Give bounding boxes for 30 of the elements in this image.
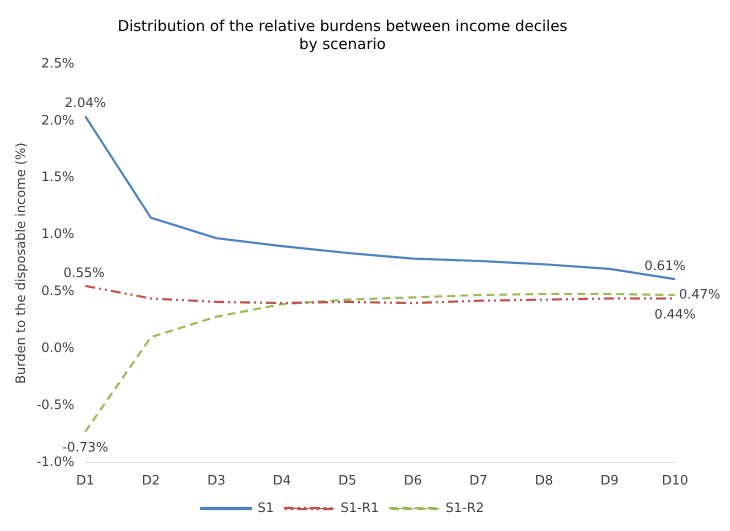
y-tick-label: -1.0%	[36, 454, 74, 470]
data-label: 0.44%	[654, 307, 696, 322]
legend-label: S1	[257, 500, 274, 516]
x-tick-label: D1	[76, 474, 94, 489]
y-tick-label: 2.5%	[41, 56, 74, 72]
legend-label: S1-R2	[446, 500, 484, 516]
x-tick-label: D6	[404, 474, 422, 489]
y-tick-label: 2.0%	[41, 113, 74, 128]
y-tick-label: 1.0%	[41, 227, 74, 242]
data-label: 0.55%	[63, 266, 105, 281]
y-tick-label: -0.5%	[36, 398, 74, 413]
x-tick-label: D4	[272, 474, 292, 489]
text: by scenario	[299, 34, 386, 53]
y-axis-title: Burden to the disposable income (%)	[14, 142, 30, 384]
data-label: 0.47%	[679, 287, 720, 302]
x-tick-label: D5	[338, 474, 357, 489]
legend-label: S1-R1	[340, 500, 380, 516]
y-tick-label: 0.0%	[41, 340, 74, 356]
x-tick-label: D7	[469, 474, 488, 489]
y-tick-label: 0.5%	[41, 284, 74, 300]
data-label: -0.73%	[62, 440, 108, 456]
x-tick-label: D10	[662, 474, 688, 489]
text: Distribution of the relative burdens between income deciles	[118, 16, 568, 35]
data-label: 2.04%	[64, 96, 106, 112]
x-tick-label: D9	[600, 474, 619, 489]
x-tick-label: D3	[207, 474, 226, 489]
x-tick-label: D2	[142, 474, 160, 489]
data-label: 0.61%	[644, 259, 686, 274]
x-tick-label: D8	[534, 474, 554, 489]
y-tick-label: 1.5%	[41, 170, 74, 186]
